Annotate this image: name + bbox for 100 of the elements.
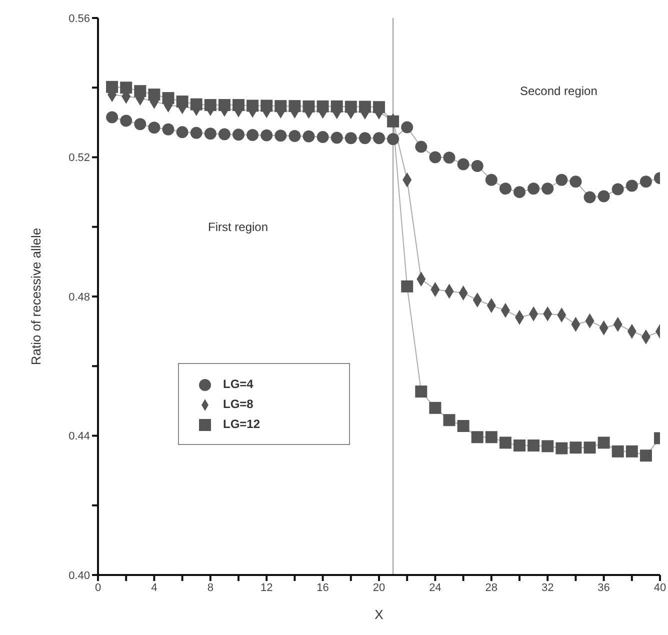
point [246,128,259,141]
legend-label: LG=8 [223,397,254,411]
point [373,132,385,144]
x-tick-label: 36 [598,582,610,594]
point [429,402,442,414]
x-tick-label: 8 [207,582,214,594]
point [190,98,202,110]
point [528,182,540,195]
point [162,92,174,104]
point [120,114,132,127]
point [401,121,414,134]
point [542,182,554,195]
point [598,436,610,449]
point [457,158,470,170]
point [556,174,568,186]
point [204,128,216,140]
x-tick-label: 40 [654,582,666,594]
point [218,128,230,140]
y-tick-label: 0.56 [68,12,90,25]
point [344,132,357,144]
point [148,122,160,134]
point [542,440,554,452]
point [640,450,652,462]
point [598,190,610,202]
x-tick-label: 12 [260,582,273,594]
point [302,130,315,142]
x-tick-label: 32 [541,582,554,594]
point [288,130,301,142]
point [260,100,273,112]
point [358,132,371,144]
point [330,100,343,112]
point [415,386,428,398]
point [316,131,329,144]
point [612,445,624,458]
point [443,152,456,164]
x-tick-label: 0 [94,582,102,594]
point [387,133,400,146]
point [106,111,118,124]
point [640,176,652,188]
point [443,414,456,426]
point [514,186,526,198]
point [274,100,287,112]
point [232,128,244,141]
point [218,99,230,112]
point [162,123,174,136]
point [134,85,146,98]
point [471,160,484,172]
point [176,126,188,138]
point [232,99,244,112]
point [584,442,596,454]
legend-label: LG=4 [223,377,254,391]
point [106,80,118,93]
point [302,100,315,112]
point [190,126,202,139]
point [514,439,526,452]
point [204,99,216,112]
point [316,100,329,112]
x-tick-label: 16 [316,582,329,594]
point [344,100,357,113]
point [626,180,638,192]
point [330,132,343,144]
point [626,445,638,458]
point [499,182,512,195]
point [556,442,568,454]
x-tick-label: 4 [151,582,158,594]
legend-label: LG=12 [223,417,260,431]
point [612,183,624,196]
point [120,82,132,94]
point [246,100,259,112]
point [260,129,273,142]
annotation: Second region [520,84,598,98]
point [485,431,498,444]
y-tick-label: 0.40 [68,570,90,582]
x-tick-label: 20 [372,582,386,594]
point [528,439,540,452]
point [134,118,146,130]
point [471,431,484,444]
point [415,140,428,153]
annotation: First region [208,220,268,234]
y-axis-title: Ratio of recessive allele [28,228,44,366]
point [584,191,596,204]
y-tick-label: 0.44 [68,430,90,443]
point [148,88,160,101]
point [457,420,470,432]
point [358,100,371,113]
point [570,176,582,188]
point [288,100,301,112]
point [274,130,287,142]
point [429,151,442,164]
x-axis-title: X [374,607,384,622]
y-tick-label: 0.52 [68,152,90,164]
x-tick-label: 24 [429,582,442,594]
y-tick-label: 0.48 [68,291,90,304]
x-tick-label: 28 [485,582,498,594]
point [485,174,498,186]
point [499,436,512,449]
point [176,96,188,108]
point [570,442,582,454]
point [373,101,385,114]
point [401,280,414,292]
